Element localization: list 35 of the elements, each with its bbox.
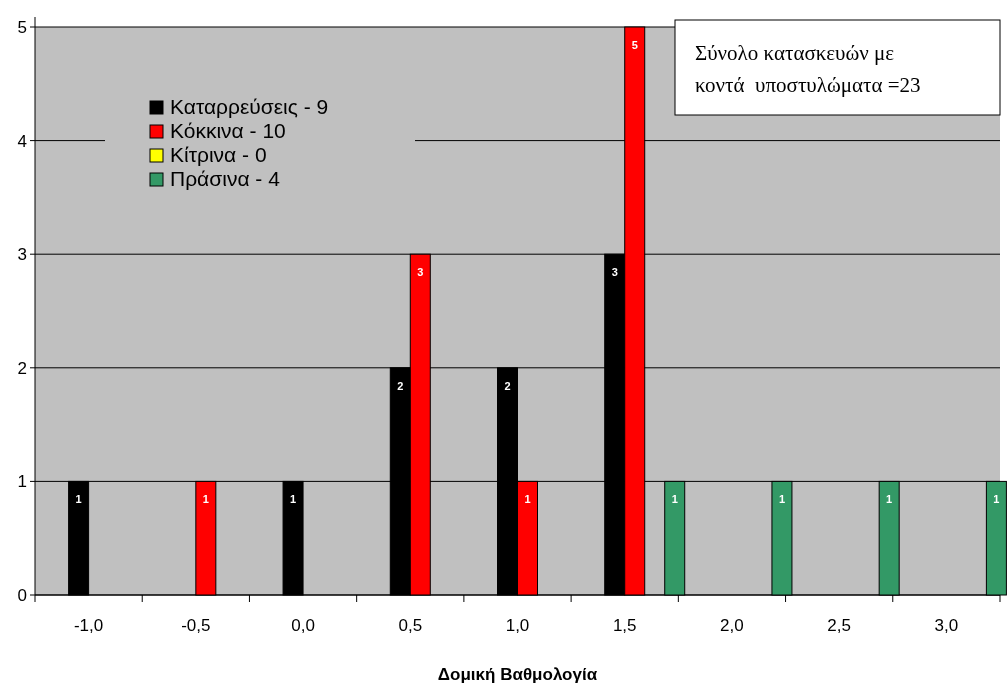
x-tick-label: -0,5 <box>181 616 211 635</box>
y-tick-label: 3 <box>17 245 27 265</box>
x-tick-label: 2,0 <box>720 616 744 635</box>
y-tick-label: 1 <box>17 472 27 492</box>
data-label: 3 <box>417 266 424 279</box>
x-tick-label: 3,0 <box>934 616 959 635</box>
note-box: Σύνολο κατασκευών με κοντά υποστυλώματα =23 <box>674 19 1001 116</box>
data-label: 1 <box>778 493 786 506</box>
data-label: 2 <box>397 379 404 392</box>
legend-label: Κίτρινα - 0 <box>170 143 267 166</box>
x-axis-title: Δομική Βαθμολογία <box>437 665 598 684</box>
x-tick-label: 2,5 <box>827 616 851 635</box>
legend-label: Κόκκινα - 10 <box>170 119 286 142</box>
y-tick-label: 0 <box>17 586 27 605</box>
data-label: 3 <box>611 266 618 279</box>
legend-label: Πράσινα - 4 <box>170 167 281 190</box>
x-tick-label: 0,5 <box>398 616 423 635</box>
data-label: 1 <box>202 493 209 506</box>
y-tick-label: 4 <box>17 131 27 151</box>
y-tick-label: 5 <box>17 18 27 37</box>
data-label: 5 <box>631 39 638 51</box>
x-tick-label: 1,5 <box>612 616 637 635</box>
x-tick-label: 1,0 <box>505 616 530 635</box>
x-tick-label: 0,0 <box>291 616 315 635</box>
data-label: 1 <box>671 493 678 506</box>
data-label: 1 <box>289 493 297 506</box>
data-label: 1 <box>886 493 893 506</box>
data-label: 2 <box>504 379 511 392</box>
y-tick-label: 2 <box>17 358 27 378</box>
data-label: 1 <box>993 493 1000 506</box>
data-label: 1 <box>75 493 82 506</box>
x-tick-label: -1,0 <box>73 616 104 635</box>
data-label: 1 <box>524 493 531 506</box>
annotation: Σύνολο κατασκευών με κοντά υποστυλώματα =23 <box>695 41 921 97</box>
legend-label: Καταρρεύσεις - 9 <box>170 95 329 118</box>
